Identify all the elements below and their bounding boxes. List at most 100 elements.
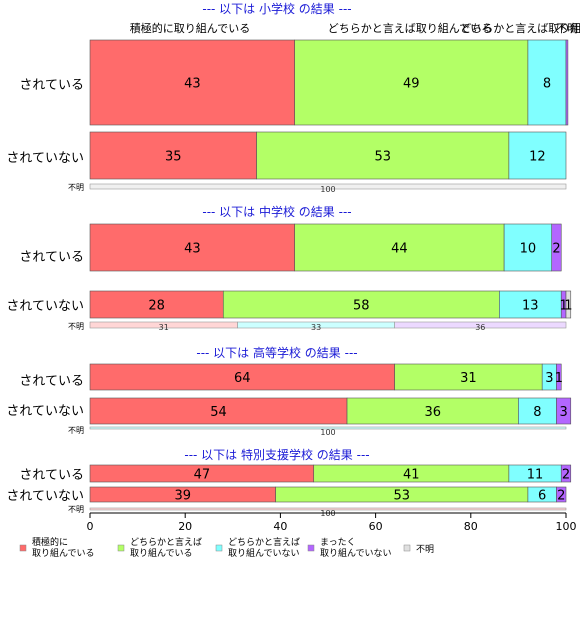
row-label-2-0: されている bbox=[19, 374, 84, 389]
x-tick-label-4: 80 bbox=[464, 520, 478, 533]
group-title-3: --- 以下は 特別支援学校 の結果 --- bbox=[184, 447, 369, 462]
group-title-1: --- 以下は 中学校 の結果 --- bbox=[202, 204, 351, 219]
bar-segment-1-0-3 bbox=[551, 223, 562, 272]
bar-segment-1-1-2 bbox=[499, 290, 562, 319]
bar-segment-2-0-3 bbox=[556, 363, 562, 391]
bar-segment-0-0-3 bbox=[565, 39, 569, 126]
legend-label-3-1: 取り組んでいない bbox=[320, 547, 392, 559]
data-label-3-0-0: 47 bbox=[194, 468, 211, 483]
row-label-0-0: されている bbox=[19, 78, 84, 93]
data-label-2-0-0: 64 bbox=[234, 371, 251, 386]
bar-segment-3-2-0 bbox=[89, 507, 567, 511]
data-label-3-1-1: 53 bbox=[394, 489, 411, 504]
row-label-3-0: されている bbox=[19, 468, 84, 483]
data-label-0-0-2: 8 bbox=[543, 77, 551, 92]
data-label-1-2-2: 33 bbox=[311, 323, 321, 332]
data-label-2-0-2: 3 bbox=[545, 371, 553, 386]
data-label-0-0-0: 43 bbox=[184, 77, 201, 92]
bar-segment-0-0-2 bbox=[527, 39, 567, 126]
data-label-1-1-1: 58 bbox=[353, 299, 370, 314]
row-label-1-2: 不明 bbox=[68, 322, 84, 331]
legend-swatch-1 bbox=[117, 544, 125, 552]
data-label-2-1-2: 8 bbox=[533, 405, 541, 420]
data-label-0-1-1: 53 bbox=[374, 150, 391, 165]
bar-segment-1-0-2 bbox=[503, 223, 553, 272]
data-label-2-1-0: 54 bbox=[210, 405, 227, 420]
data-label-3-0-3: 2 bbox=[562, 468, 570, 483]
row-label-2-1: されていない bbox=[6, 404, 84, 419]
data-label-1-1-3: 1 bbox=[559, 299, 567, 314]
legend-label-0-0: 積極的に bbox=[32, 536, 68, 548]
data-label-1-0-3: 2 bbox=[552, 242, 560, 257]
bar-segment-3-0-3 bbox=[560, 464, 572, 483]
bar-segment-1-1-1 bbox=[222, 290, 500, 319]
legend-swatch-0 bbox=[19, 544, 27, 552]
data-label-0-0-1: 49 bbox=[403, 77, 420, 92]
bar-segment-0-1-1 bbox=[256, 131, 510, 180]
bar-segment-0-1-0 bbox=[89, 131, 257, 180]
data-label-3-0-2: 11 bbox=[527, 468, 544, 483]
bar-segment-2-1-2 bbox=[518, 397, 557, 425]
x-tick-label-5: 100 bbox=[556, 520, 577, 533]
legend-swatch-3 bbox=[307, 544, 315, 552]
column-header-3: 不明 bbox=[556, 22, 578, 35]
legend-label-2-0: どちらかと言えば bbox=[228, 536, 300, 548]
x-tick-label-0: 0 bbox=[87, 520, 94, 533]
group-title-0: --- 以下は 小学校 の結果 --- bbox=[202, 1, 351, 16]
bar-segment-0-0-0 bbox=[89, 39, 295, 126]
x-tick-label-2: 40 bbox=[273, 520, 287, 533]
bar-segment-3-1-3 bbox=[556, 486, 567, 503]
data-label-0-1-2: 12 bbox=[529, 150, 546, 165]
data-label-1-1-0: 28 bbox=[148, 299, 165, 314]
column-header-0: 積極的に取り組んでいる bbox=[130, 21, 250, 35]
column-header-1: どちらかと言えば取り組んでいる bbox=[328, 22, 492, 35]
legend-label-3-0: まったく bbox=[320, 537, 356, 548]
data-label-1-0-0: 43 bbox=[184, 242, 201, 257]
data-label-3-0-1: 41 bbox=[403, 468, 420, 483]
bar-segment-2-0-1 bbox=[394, 363, 543, 391]
data-label-2-2-2: 100 bbox=[320, 428, 335, 437]
bar-segment-1-2-3 bbox=[394, 321, 567, 329]
legend-swatch-2 bbox=[215, 544, 223, 552]
bar-segment-1-1-0 bbox=[89, 290, 224, 319]
legend-label-4-0: 不明 bbox=[416, 544, 434, 555]
legend-label-0-1: 取り組んでいる bbox=[32, 547, 95, 559]
bar-segment-1-1-4 bbox=[565, 290, 572, 319]
data-label-0-1-0: 35 bbox=[165, 150, 182, 165]
row-label-0-1: されていない bbox=[6, 151, 84, 166]
row-label-3-2: 不明 bbox=[68, 505, 84, 514]
data-label-3-1-3: 2 bbox=[557, 489, 565, 504]
bar-segment-2-1-1 bbox=[346, 397, 519, 425]
data-label-1-1-4: 1 bbox=[564, 299, 572, 314]
bar-segment-2-1-3 bbox=[556, 397, 572, 425]
data-label-2-0-3: 1 bbox=[555, 371, 563, 386]
legend-label-1-1: 取り組んでいる bbox=[130, 547, 193, 559]
bar-segment-2-2-2 bbox=[89, 426, 567, 430]
data-label-1-0-1: 44 bbox=[391, 242, 408, 257]
data-label-1-2-0: 31 bbox=[159, 323, 169, 332]
data-label-2-1-3: 3 bbox=[559, 405, 567, 420]
bar-segment-0-1-2 bbox=[508, 131, 567, 180]
row-label-1-1: されていない bbox=[6, 299, 84, 314]
x-tick-label-3: 60 bbox=[369, 520, 383, 533]
x-tick-label-1: 20 bbox=[178, 520, 192, 533]
data-label-1-1-2: 13 bbox=[522, 299, 539, 314]
data-label-3-1-2: 6 bbox=[538, 489, 546, 504]
data-label-2-1-1: 36 bbox=[424, 405, 441, 420]
bar-segment-1-0-0 bbox=[89, 223, 295, 272]
row-label-3-1: されていない bbox=[6, 489, 84, 504]
row-label-1-0: されている bbox=[19, 250, 84, 265]
row-label-0-2: 不明 bbox=[68, 183, 84, 192]
row-label-2-2: 不明 bbox=[68, 426, 84, 435]
legend-label-1-0: どちらかと言えば bbox=[130, 536, 202, 548]
bar-segment-0-2-4 bbox=[89, 183, 567, 190]
bar-segment-2-0-0 bbox=[89, 363, 395, 391]
data-label-1-0-2: 10 bbox=[520, 242, 537, 257]
data-label-3-1-0: 39 bbox=[175, 489, 192, 504]
group-title-2: --- 以下は 高等学校 の結果 --- bbox=[196, 345, 357, 360]
data-label-2-0-1: 31 bbox=[460, 371, 477, 386]
data-label-1-2-3: 36 bbox=[475, 323, 485, 332]
data-label-0-2-4: 100 bbox=[320, 185, 335, 194]
